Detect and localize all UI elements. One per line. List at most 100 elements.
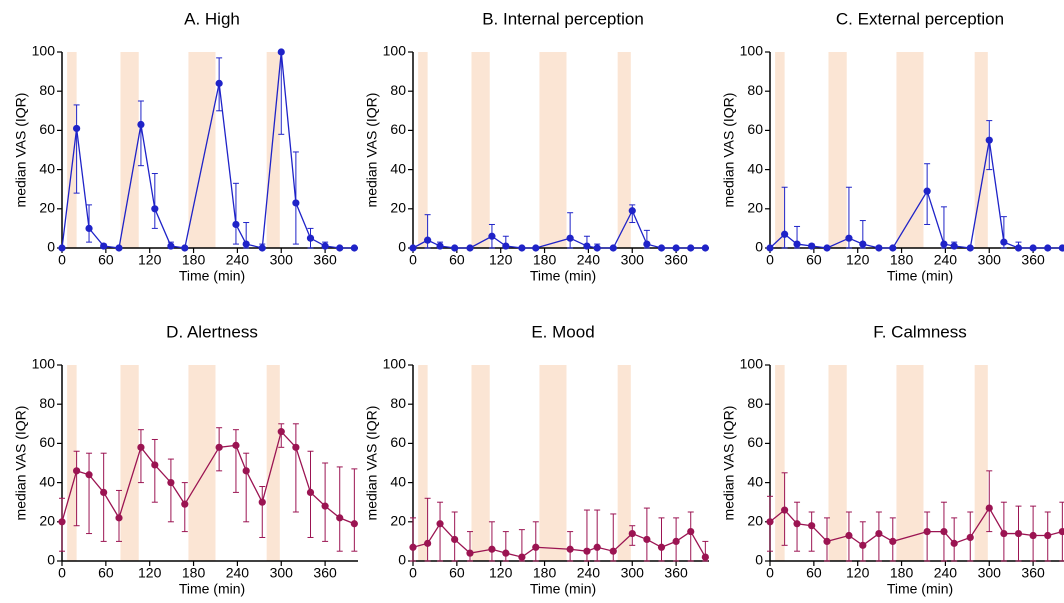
y-axis-label: median VAS (IQR) (13, 406, 29, 521)
y-tick-label: 20 (390, 513, 406, 529)
x-tick-label: 360 (313, 252, 337, 268)
error-bar (137, 429, 144, 484)
x-tick-label: 60 (806, 252, 822, 268)
median-point (451, 535, 459, 544)
error-bar (986, 120, 993, 171)
dosing-interval (617, 365, 631, 561)
median-point (1058, 244, 1064, 252)
median-point (808, 242, 816, 250)
x-tick-label: 60 (806, 565, 822, 581)
median-point (409, 244, 417, 252)
median-point (151, 205, 159, 213)
median-point (292, 443, 300, 451)
median-point (808, 522, 816, 530)
x-tick-label: 120 (138, 252, 162, 268)
error-bar (437, 501, 444, 562)
median-point (258, 244, 266, 252)
y-tick-label: 80 (390, 395, 406, 411)
median-point (1058, 528, 1064, 536)
x-tick-label: 240 (934, 565, 958, 581)
x-tick-label: 180 (533, 565, 557, 581)
median-point (85, 224, 93, 232)
median-point (593, 244, 601, 252)
median-point (657, 543, 666, 551)
median-point (583, 242, 591, 250)
median-point (424, 236, 432, 244)
x-tick-label: 360 (1021, 565, 1045, 581)
x-tick-label: 0 (409, 252, 417, 268)
median-point (845, 531, 853, 540)
median-point (85, 471, 93, 479)
dosing-interval (471, 365, 490, 561)
median-point (566, 234, 574, 242)
median-point (950, 242, 958, 250)
median-point (115, 244, 123, 252)
x-tick-label: 120 (138, 565, 162, 581)
median-point (657, 244, 666, 252)
x-tick-label: 180 (890, 252, 914, 268)
error-bar (278, 423, 285, 448)
median-point (672, 244, 680, 252)
y-tick-label: 40 (390, 160, 406, 176)
x-tick-label: 0 (58, 252, 66, 268)
dosing-interval (828, 52, 847, 248)
median-point (488, 232, 496, 240)
error-bar (859, 521, 866, 562)
median-point (350, 520, 358, 528)
panel: 0 20 40 60 80 100 0 60 120 180 240 300 360 E. Mood Tim… (364, 322, 709, 597)
y-tick-label: 100 (383, 43, 407, 59)
x-tick-label: 120 (489, 252, 513, 268)
error-bar (336, 466, 343, 552)
median-point (502, 549, 510, 557)
x-axis-label: Time (min) (179, 581, 245, 597)
median-point (781, 506, 789, 514)
panel: 0 20 40 60 80 100 0 60 120 180 240 300 360 B. Interna… (364, 9, 709, 284)
median-point (845, 234, 853, 242)
median-point (215, 443, 223, 451)
median-point (451, 244, 459, 252)
x-tick-label: 60 (98, 565, 114, 581)
median-point (566, 545, 574, 553)
x-tick-label: 300 (978, 252, 1002, 268)
x-tick-label: 120 (846, 252, 870, 268)
median-point (793, 520, 801, 528)
x-tick-label: 0 (766, 565, 774, 581)
x-tick-label: 0 (58, 565, 66, 581)
dosing-interval (67, 52, 77, 248)
y-tick-label: 0 (398, 239, 406, 255)
median-point (532, 244, 540, 252)
median-point (781, 230, 789, 238)
median-point (966, 533, 974, 542)
x-tick-label: 0 (766, 252, 774, 268)
median-point (258, 498, 266, 506)
error-bar (73, 104, 80, 194)
error-bar (73, 450, 80, 527)
x-tick-label: 240 (226, 565, 250, 581)
median-point (628, 529, 636, 538)
y-tick-label: 100 (740, 356, 764, 372)
y-axis-label: median VAS (IQR) (364, 93, 380, 208)
y-axis-label: median VAS (IQR) (364, 406, 380, 521)
median-point (672, 537, 680, 546)
error-bar (100, 452, 107, 542)
median-point (1029, 531, 1037, 540)
chart-title: E. Mood (531, 322, 594, 341)
chart-title: D. Alertness (166, 322, 258, 341)
x-tick-label: 120 (489, 565, 513, 581)
dosing-interval (188, 365, 216, 561)
median-point (643, 240, 651, 248)
median-point (823, 537, 831, 546)
median-point (242, 467, 250, 475)
median-point (766, 518, 774, 526)
y-tick-label: 20 (747, 513, 763, 529)
y-tick-label: 60 (39, 434, 55, 450)
dosing-interval (120, 365, 139, 561)
median-point (100, 242, 108, 250)
median-point (350, 244, 358, 252)
median-point (336, 244, 344, 252)
error-bar (986, 470, 993, 533)
error-bar (243, 452, 250, 523)
y-tick-label: 40 (390, 473, 406, 489)
median-point (875, 244, 883, 252)
